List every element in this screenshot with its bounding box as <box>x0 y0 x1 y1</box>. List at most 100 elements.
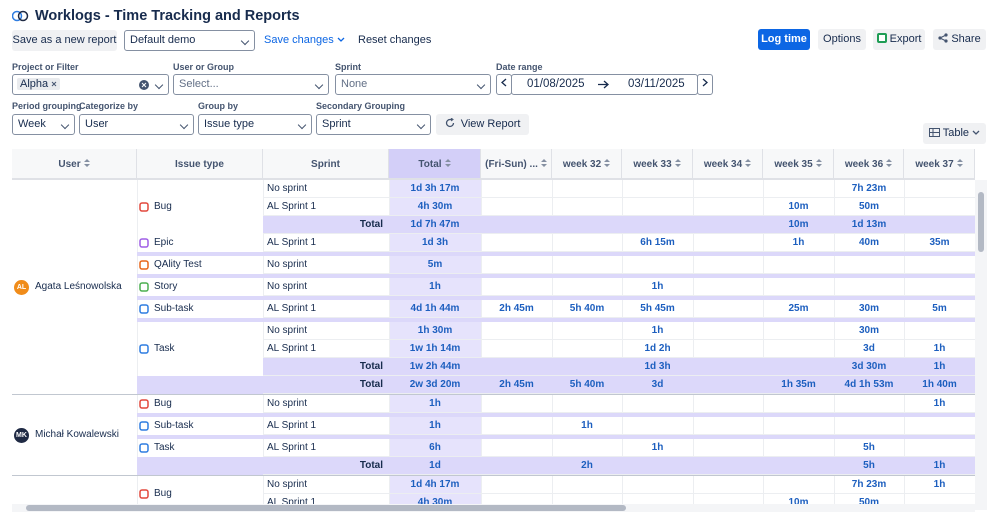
grid-line <box>552 180 553 511</box>
column-header: Issue type <box>137 149 263 180</box>
issue-type-cell: Sub-task <box>139 300 193 318</box>
issue-type-name: Bug <box>154 398 172 409</box>
group-select[interactable]: Issue type <box>198 114 312 135</box>
sort-icon[interactable] <box>886 159 893 167</box>
week-cell: 7h 23m <box>851 479 887 490</box>
period-select[interactable]: Week <box>12 114 75 135</box>
grid-line <box>137 180 138 511</box>
grid-line <box>622 180 623 511</box>
categorize-value: User <box>85 118 109 130</box>
sort-icon[interactable] <box>444 159 451 167</box>
save-changes[interactable]: Save changes <box>264 34 345 46</box>
reset-changes[interactable]: Reset changes <box>358 34 432 46</box>
scroll-thumb[interactable] <box>26 505 626 511</box>
sort-icon[interactable] <box>815 159 822 167</box>
week-cell: 1h <box>933 361 946 372</box>
period-value: Week <box>18 118 46 130</box>
sprint-cell: AL Sprint 1 <box>267 343 317 354</box>
logo <box>12 10 29 22</box>
date-range-box[interactable]: 01/08/2025 03/11/2025 <box>511 74 698 95</box>
refresh-icon <box>445 117 454 128</box>
subtotal-band <box>263 358 975 376</box>
next-button[interactable] <box>697 74 713 95</box>
sprint-cell: No sprint <box>267 325 308 336</box>
report-name: Default demo <box>130 34 196 46</box>
categorize-select[interactable]: User <box>79 114 194 135</box>
log-time-button[interactable]: Log time <box>758 29 810 50</box>
export-icon <box>876 33 887 43</box>
share-button[interactable]: Share <box>933 29 986 50</box>
prev-button[interactable] <box>496 74 512 95</box>
row-line <box>263 317 975 318</box>
total-label: Total <box>359 361 383 372</box>
vertical-scrollbar[interactable] <box>975 180 987 510</box>
chevron <box>337 37 345 42</box>
sort-icon[interactable] <box>83 159 90 167</box>
secondary-select[interactable]: Sprint <box>316 114 431 135</box>
sort-icon[interactable] <box>956 159 963 167</box>
total-cell: 1h 30m <box>417 325 453 336</box>
save-new-button[interactable]: Save as a new report <box>12 30 117 51</box>
sort-icon[interactable] <box>604 159 611 167</box>
total-cell: 1h <box>429 398 441 409</box>
issue-type-cell: QAlity Test <box>139 256 202 274</box>
filter-label: Sprint <box>335 62 361 72</box>
week-cell: 30m <box>858 303 879 314</box>
horizontal-scrollbar[interactable] <box>12 504 975 512</box>
total-cell: 1d 7h 47m <box>410 219 460 230</box>
week-cell: 50m <box>858 201 879 212</box>
project-tag: Alpha <box>17 78 61 90</box>
row-line <box>263 456 975 457</box>
user-select[interactable]: Select... <box>173 74 329 95</box>
issue-icon <box>139 443 149 453</box>
table-icon <box>928 128 940 137</box>
week-cell: 3d <box>863 343 875 354</box>
remove-icon[interactable] <box>51 81 57 87</box>
week-cell: 1d 3h <box>644 361 671 372</box>
issue-icon <box>139 260 149 270</box>
week-cell: 1h <box>651 442 664 453</box>
project-select[interactable]: Alpha <box>12 74 169 95</box>
grid-line <box>263 180 264 511</box>
row-line <box>263 357 975 358</box>
arrow-right <box>702 78 708 87</box>
issue-type-cell: Epic <box>139 234 173 252</box>
clear-icon[interactable] <box>139 80 149 90</box>
sort-icon[interactable] <box>540 159 547 167</box>
view-mode-button[interactable]: Table <box>923 123 986 144</box>
week-cell: 3d <box>651 379 664 390</box>
issue-type-cell: Bug <box>139 485 172 503</box>
view-report-button[interactable]: View Report <box>436 114 529 135</box>
week-cell: 40m <box>858 237 879 248</box>
scroll-thumb[interactable] <box>978 192 984 252</box>
title: Worklogs - Time Tracking and Reports <box>35 8 300 24</box>
week-cell: 1d 2h <box>644 343 671 354</box>
chevron <box>154 80 164 90</box>
issue-icon <box>139 282 149 292</box>
sort-icon[interactable] <box>674 159 681 167</box>
report-select[interactable]: Default demo <box>124 30 255 51</box>
filter-label: Categorize by <box>79 101 139 111</box>
issue-icon <box>139 202 149 212</box>
issue-type-name: Epic <box>154 237 174 248</box>
sprint-cell: AL Sprint 1 <box>267 497 317 508</box>
row-line <box>263 493 975 494</box>
grid-line <box>693 180 694 511</box>
user-separator <box>12 394 975 395</box>
separator <box>137 435 975 439</box>
export-button[interactable]: Export <box>873 29 925 50</box>
sprint-select[interactable]: None <box>335 74 491 95</box>
user-separator <box>12 475 975 476</box>
options-button[interactable]: Options <box>818 29 866 50</box>
issue-type-cell: Task <box>139 340 175 358</box>
group-value: Issue type <box>204 118 255 130</box>
sort-icon[interactable] <box>745 159 752 167</box>
column-header: week 34 <box>693 149 763 180</box>
issue-type-name: Story <box>154 281 178 292</box>
total-cell: 1h <box>429 420 441 431</box>
row-line <box>263 434 975 435</box>
issue-type-name: Task <box>154 343 175 354</box>
grid-line <box>763 180 764 511</box>
sprint-cell: No sprint <box>267 183 308 194</box>
